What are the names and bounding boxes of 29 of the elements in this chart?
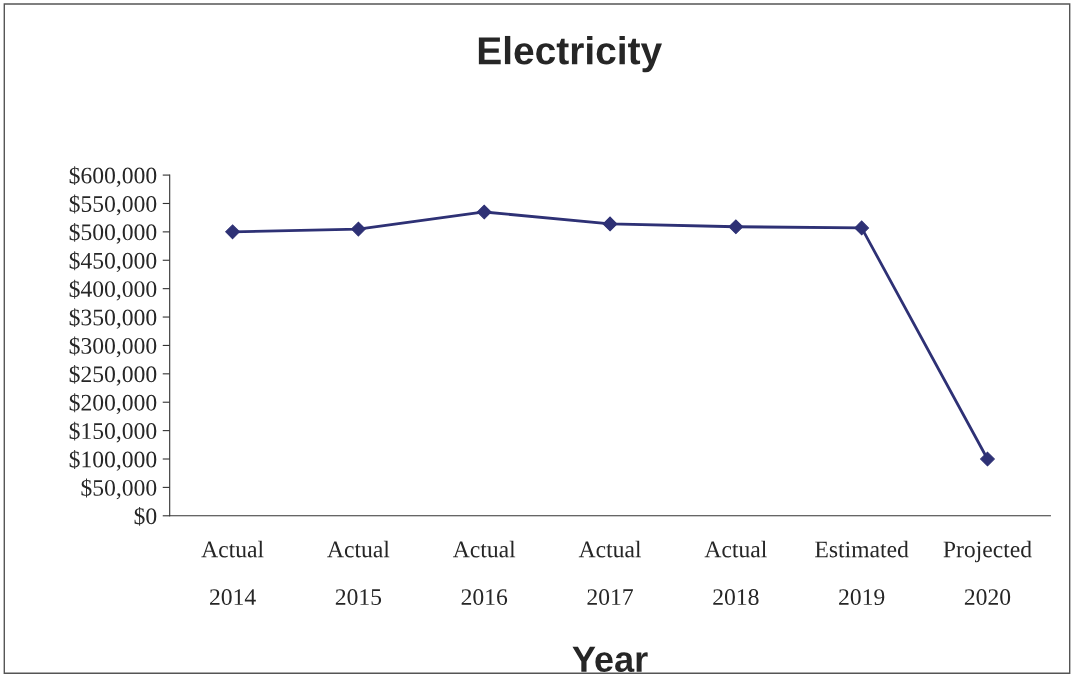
- y-tick-label: $600,000: [69, 166, 157, 187]
- y-tick-label: $400,000: [69, 279, 157, 301]
- category-label: Actual 2017: [578, 540, 642, 606]
- y-tick-label: $50,000: [81, 478, 157, 500]
- y-tick-label: $0: [134, 506, 157, 526]
- point: [476, 204, 492, 220]
- category-label: Estimated 2019: [815, 540, 909, 606]
- point: [602, 216, 618, 232]
- y-tick-label: $550,000: [69, 194, 157, 216]
- point: [225, 224, 240, 240]
- point: [351, 221, 366, 237]
- y-tick-label: $350,000: [69, 308, 157, 329]
- y-tick-label: $300,000: [69, 336, 157, 358]
- point: [728, 219, 744, 235]
- y-tick-label: $250,000: [69, 364, 157, 386]
- category-label: Actual 2014: [201, 540, 264, 606]
- x-axis-title: Year: [572, 646, 648, 673]
- category-label: Actual 2015: [327, 540, 390, 606]
- category-label: Actual 2016: [452, 540, 516, 606]
- category-label: Actual 2018: [704, 540, 767, 606]
- y-tick-label: $100,000: [69, 450, 157, 471]
- y-tick-label: $150,000: [69, 421, 157, 443]
- x-tick-label: Projected 2020: [943, 540, 1032, 606]
- y-tick-label: $200,000: [69, 393, 157, 415]
- point: [980, 451, 995, 467]
- point: [854, 220, 870, 236]
- y-tick-label: $450,000: [69, 251, 157, 273]
- y-tick-label: $500,000: [69, 222, 157, 244]
- chart-title: Electricity: [478, 35, 662, 73]
